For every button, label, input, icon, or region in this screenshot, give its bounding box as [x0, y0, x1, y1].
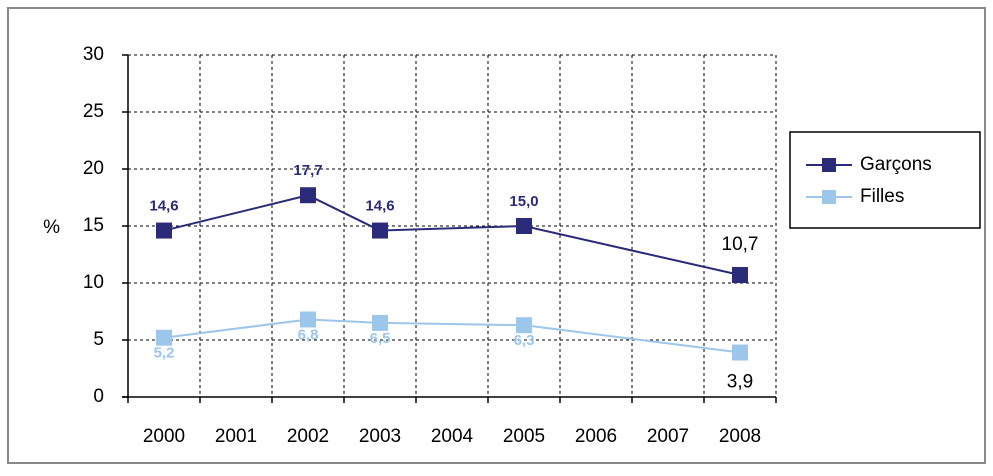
x-tick-label: 2000: [143, 426, 185, 447]
y-tick-label: 10: [83, 272, 104, 293]
y-tick-label: 0: [93, 386, 104, 407]
chart-frame: [7, 7, 986, 464]
data-label: 5,2: [154, 345, 175, 362]
legend-marker: [822, 158, 836, 172]
legend-marker: [822, 190, 836, 204]
x-tick-label: 2002: [287, 426, 329, 447]
data-label: 6,5: [370, 330, 391, 347]
data-label: 6,8: [298, 326, 319, 343]
data-point: [516, 218, 532, 234]
y-axis-label: %: [43, 217, 60, 238]
x-tick-label: 2003: [359, 426, 401, 447]
legend-label: Garçons: [860, 154, 932, 175]
data-label: 6,3: [514, 332, 535, 349]
legend-label: Filles: [860, 186, 904, 207]
data-point: [372, 314, 388, 331]
data-point: [300, 311, 316, 328]
data-point: [300, 187, 316, 204]
y-tick-label: 15: [83, 215, 104, 236]
data-label: 3,9: [727, 372, 753, 393]
data-point: [372, 222, 388, 239]
x-tick-label: 2005: [503, 426, 545, 447]
data-label: 17,7: [293, 162, 322, 179]
data-point: [732, 344, 748, 361]
y-tick-label: 5: [93, 329, 104, 350]
x-tick-label: 2007: [647, 426, 689, 447]
data-label: 14,6: [365, 198, 394, 215]
y-tick-label: 30: [83, 44, 104, 65]
data-label: 15,0: [509, 193, 538, 210]
x-tick-label: 2001: [215, 426, 257, 447]
y-tick-label: 20: [83, 158, 104, 179]
x-tick-label: 2006: [575, 426, 617, 447]
legend-box: [789, 131, 981, 229]
data-point: [732, 267, 748, 284]
data-point: [156, 329, 172, 346]
data-label: 10,7: [722, 234, 759, 255]
x-tick-label: 2004: [431, 426, 474, 447]
data-point: [516, 317, 532, 334]
y-tick-label: 25: [83, 101, 104, 122]
x-tick-label: 2008: [719, 426, 761, 447]
data-label: 14,6: [149, 198, 178, 215]
data-point: [156, 222, 172, 239]
